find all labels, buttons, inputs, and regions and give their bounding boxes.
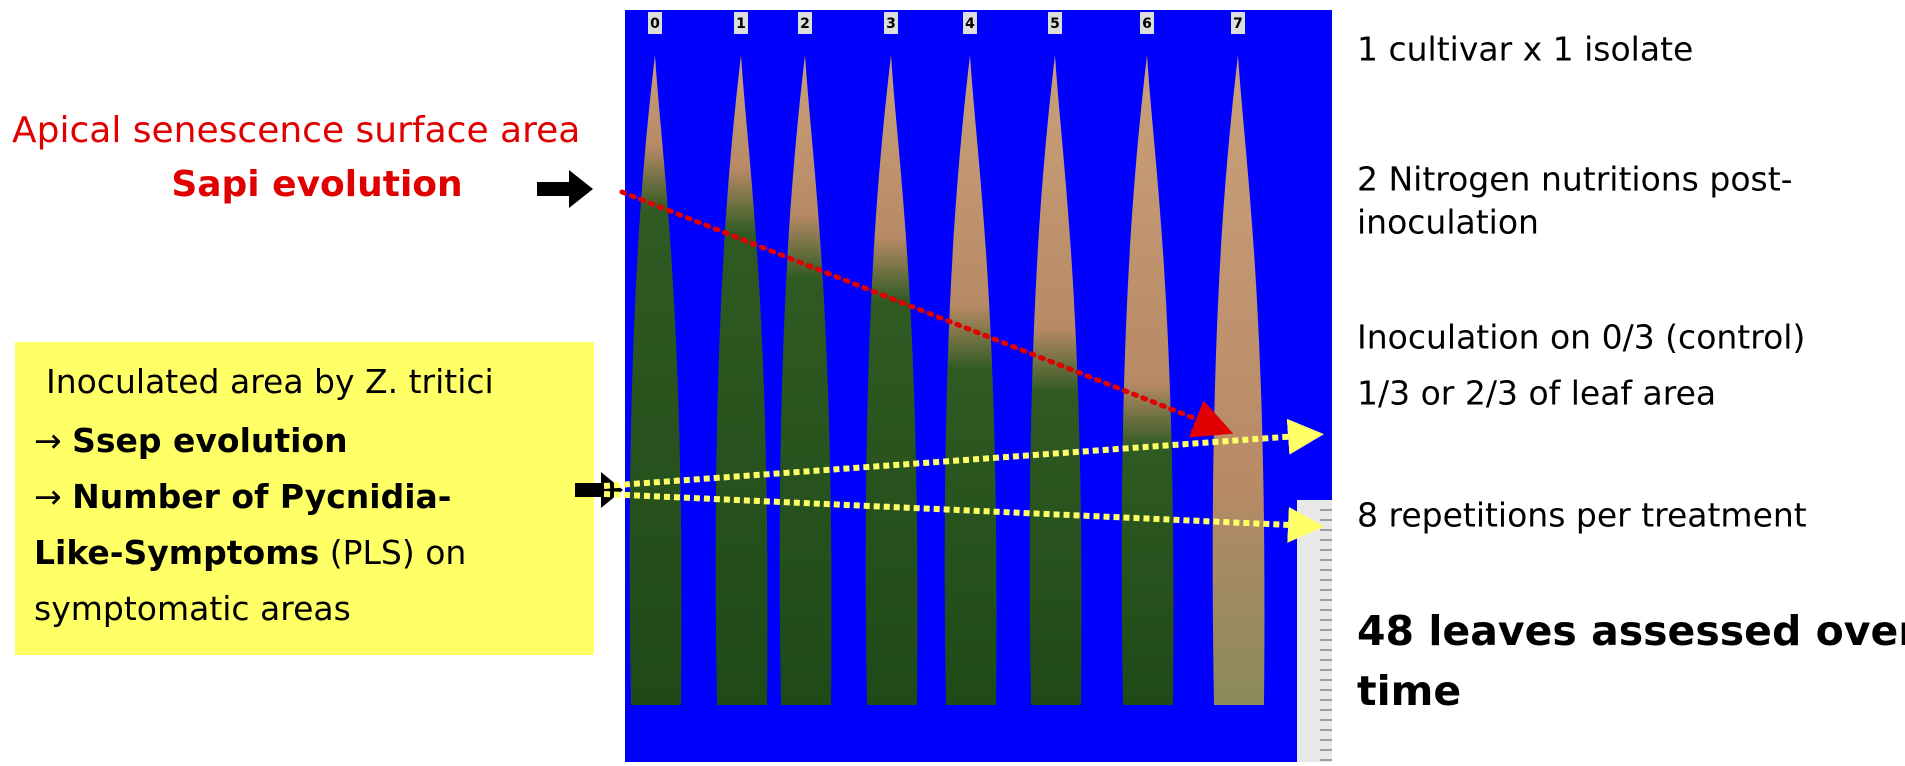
apical-subtitle: Sapi evolution	[171, 164, 462, 205]
info-line: 1/3 or 2/3 of leaf area	[1357, 374, 1716, 413]
box-line: Inoculated area by Z. tritici	[46, 362, 494, 401]
info-line: time	[1357, 667, 1461, 715]
leaf-label-bg	[648, 12, 662, 34]
leaf-label-bg	[1231, 12, 1245, 34]
leaf-label-bg	[963, 12, 977, 34]
info-line: 8 repetitions per treatment	[1357, 496, 1807, 535]
box-line: Like-Symptoms (PLS) on	[34, 533, 466, 572]
leaf-label-bg	[734, 12, 748, 34]
apical-title: Apical senescence surface area	[12, 110, 580, 151]
info-line: 48 leaves assessed over	[1357, 607, 1905, 655]
info-line: inoculation	[1357, 203, 1539, 242]
yellow-box	[15, 342, 594, 655]
box-line: → Number of Pycnidia-	[34, 477, 452, 516]
ruler	[1297, 500, 1332, 762]
leaf	[1121, 55, 1174, 705]
leaf-label: 0	[650, 16, 660, 32]
leaf	[865, 55, 918, 705]
leaf-label: 1	[736, 16, 746, 32]
leaf-label-bg	[884, 12, 898, 34]
red-dotted-arrow	[619, 189, 1234, 438]
text: Inoculated area by Z. tritici	[46, 362, 494, 401]
bold-text: Like-Symptoms	[34, 533, 319, 572]
text: symptomatic areas	[34, 589, 351, 628]
box-line: symptomatic areas	[34, 589, 351, 628]
leaf-label: 4	[965, 16, 975, 32]
leaf	[944, 55, 997, 705]
info-line: 2 Nitrogen nutritions post-	[1357, 160, 1793, 199]
bold-text: Ssep evolution	[72, 421, 348, 460]
leaf	[715, 55, 768, 705]
leaf	[629, 55, 682, 705]
bold-text: Number of Pycnidia-	[72, 477, 451, 516]
leaf-label-bg	[1140, 12, 1154, 34]
info-line: 1 cultivar x 1 isolate	[1357, 30, 1693, 69]
leaf-label: 5	[1050, 16, 1060, 32]
leaf-label: 2	[800, 16, 810, 32]
text: →	[34, 477, 72, 516]
leaf-label: 6	[1142, 16, 1152, 32]
leaf	[1212, 55, 1265, 705]
yellow-dotted-arrow	[603, 418, 1324, 489]
arrow	[537, 170, 593, 208]
leaf	[779, 55, 832, 705]
leaf-label: 7	[1233, 16, 1243, 32]
leaf-label-bg	[798, 12, 812, 34]
leaf-label-bg	[1048, 12, 1062, 34]
text: (PLS) on	[319, 533, 466, 572]
leaf	[1029, 55, 1082, 705]
text: →	[34, 421, 72, 460]
info-line: Inoculation on 0/3 (control)	[1357, 318, 1805, 357]
box-line: → Ssep evolution	[34, 421, 348, 460]
arrow	[575, 472, 623, 508]
yellow-dotted-arrow	[603, 491, 1324, 543]
leaf-label: 3	[886, 16, 896, 32]
